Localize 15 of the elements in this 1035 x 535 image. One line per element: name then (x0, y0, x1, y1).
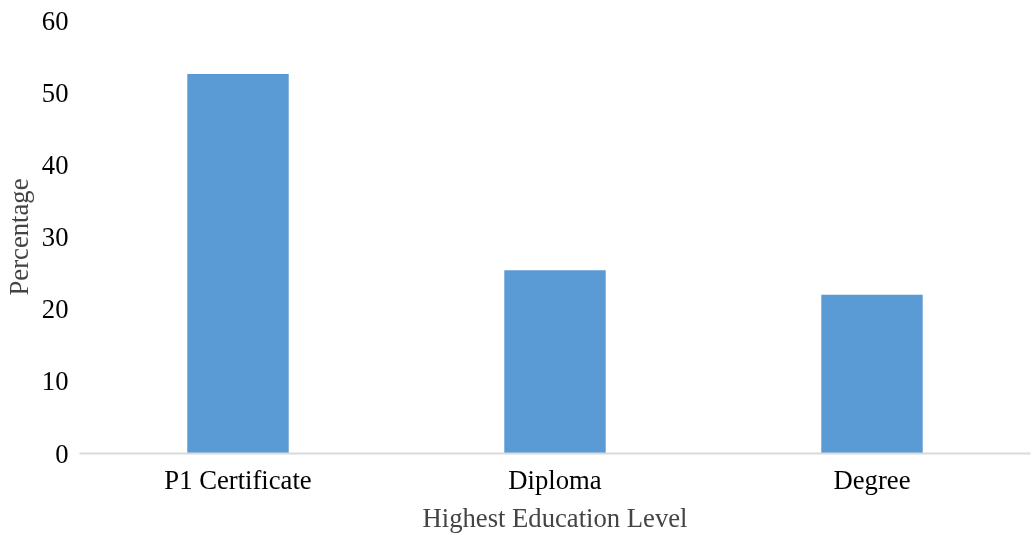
y-tick-label: 50 (41, 77, 69, 108)
bar (187, 73, 289, 454)
y-tick-label: 30 (41, 222, 69, 252)
x-tick-label: Diploma (508, 464, 602, 495)
bar (504, 270, 606, 454)
y-tick-label: 10 (41, 366, 69, 397)
y-tick-label: 60 (41, 5, 69, 36)
x-axis-title: Highest Education Level (422, 502, 688, 533)
y-tick-label: 20 (41, 294, 69, 325)
y-tick-label: 40 (41, 149, 69, 180)
x-tick-label: P1 Certificate (164, 464, 312, 495)
y-tick-label: 0 (55, 438, 69, 469)
bar (821, 294, 923, 454)
x-tick-label: Degree (833, 464, 911, 495)
y-axis-title: Percentage (3, 178, 34, 296)
